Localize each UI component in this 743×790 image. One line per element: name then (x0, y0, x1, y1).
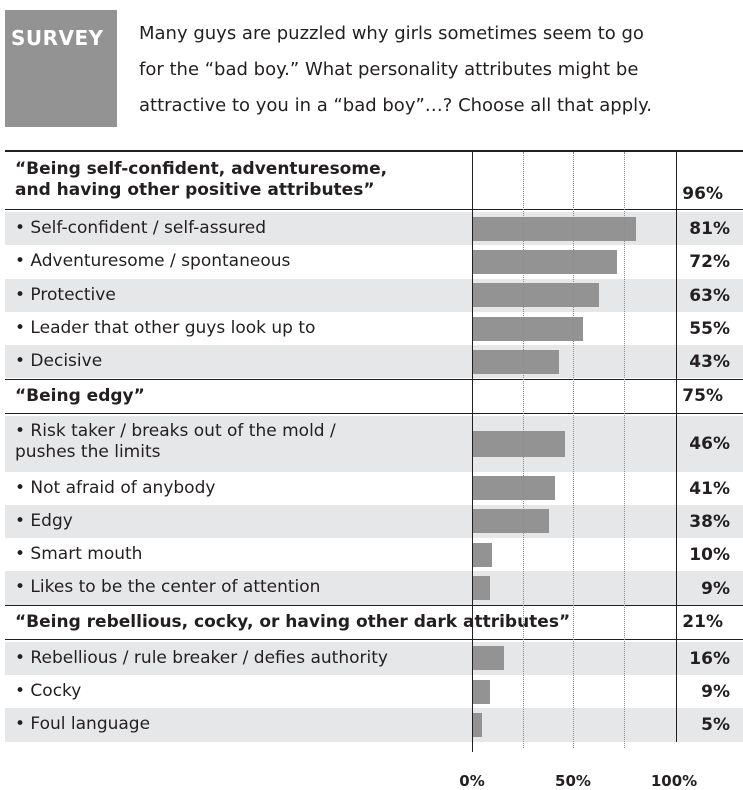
row-label: • Risk taker / breaks out of the mold / … (15, 420, 336, 462)
bar (472, 542, 493, 567)
row-label: • Adventuresome / spontaneous (15, 251, 291, 272)
chart-top-rule (5, 150, 743, 152)
zero-axis (472, 152, 473, 752)
chart-row: • Risk taker / breaks out of the mold / … (5, 415, 743, 472)
chart-row: • Cocky 9% (5, 675, 743, 708)
group-divider (5, 604, 743, 606)
bar (472, 316, 584, 341)
chart-row: • Rebellious / rule breaker / defies aut… (5, 641, 743, 675)
bar (472, 576, 491, 601)
bar (472, 679, 491, 704)
chart-row: • Smart mouth 10% (5, 538, 743, 571)
row-value: 63% (689, 285, 730, 306)
bar (472, 646, 505, 671)
question-line-3: attractive to you in a “bad boy”…? Choos… (139, 95, 652, 116)
x-tick-label: 50% (555, 772, 591, 790)
row-value: 38% (689, 511, 730, 532)
survey-question: Many guys are puzzled why girls sometime… (139, 16, 739, 124)
x-tick-label: 0% (459, 772, 485, 790)
category-value: 96% (682, 184, 723, 204)
row-label: • Protective (15, 284, 116, 305)
question-line-1: Many guys are puzzled why girls sometime… (139, 23, 644, 44)
bar (472, 216, 636, 241)
chart-row: • Decisive 43% (5, 345, 743, 379)
bar (472, 712, 483, 737)
category-label: “Being self-confident, adventuresome, an… (15, 159, 388, 200)
chart-row: • Likes to be the center of attention 9% (5, 571, 743, 605)
row-label: • Smart mouth (15, 544, 143, 565)
survey-label: SURVEY (11, 26, 104, 50)
bar (472, 283, 600, 308)
row-label: • Self-confident / self-assured (15, 218, 267, 238)
bar (472, 249, 618, 274)
row-label: • Rebellious / rule breaker / defies aut… (15, 647, 388, 668)
category-divider (5, 209, 743, 210)
bar (472, 509, 549, 534)
chart-row: • Protective 63% (5, 278, 743, 312)
row-label: • Decisive (15, 351, 103, 372)
survey-badge: SURVEY (5, 10, 117, 127)
row-value: 55% (689, 319, 730, 340)
bar (472, 476, 555, 501)
row-label: • Likes to be the center of attention (15, 577, 321, 598)
x-tick-label: 100% (650, 772, 698, 790)
chart-row: • Adventuresome / spontaneous 72% (5, 245, 743, 278)
category-value: 21% (682, 611, 723, 632)
gridline (522, 152, 524, 748)
chart-row: • Edgy 38% (5, 504, 743, 539)
row-value: 41% (689, 478, 730, 499)
category-label: “Being rebellious, cocky, or having othe… (15, 611, 571, 632)
category-divider (5, 638, 743, 640)
row-value: 16% (689, 648, 730, 669)
bar-chart: “Being self-confident, adventuresome, an… (5, 150, 743, 757)
row-label: • Not afraid of anybody (15, 477, 216, 498)
bar (472, 430, 565, 457)
row-value: 72% (689, 252, 730, 273)
gridline (623, 152, 625, 748)
group-divider (5, 378, 743, 380)
value-column-divider (676, 152, 677, 742)
gridline (573, 152, 574, 748)
question-line-2: for the “bad boy.” What personality attr… (139, 59, 639, 80)
category-value: 75% (682, 385, 723, 406)
row-value: 46% (689, 434, 730, 454)
row-label: • Foul language (15, 714, 151, 735)
row-value: 5% (701, 715, 730, 736)
row-value: 9% (701, 682, 730, 703)
chart-row: • Foul language 5% (5, 708, 743, 742)
row-value: 10% (689, 545, 730, 566)
category-label: “Being edgy” (15, 385, 145, 406)
row-label: • Leader that other guys look up to (15, 317, 316, 338)
bar (472, 349, 559, 374)
category-divider (5, 412, 743, 414)
row-value: 43% (689, 352, 730, 373)
chart-row: • Leader that other guys look up to 55% (5, 312, 743, 345)
row-value: 81% (689, 219, 730, 240)
row-label: • Edgy (15, 510, 73, 531)
chart-row: • Not afraid of anybody 41% (5, 472, 743, 505)
row-label: • Cocky (15, 681, 82, 701)
row-value: 9% (701, 578, 730, 599)
